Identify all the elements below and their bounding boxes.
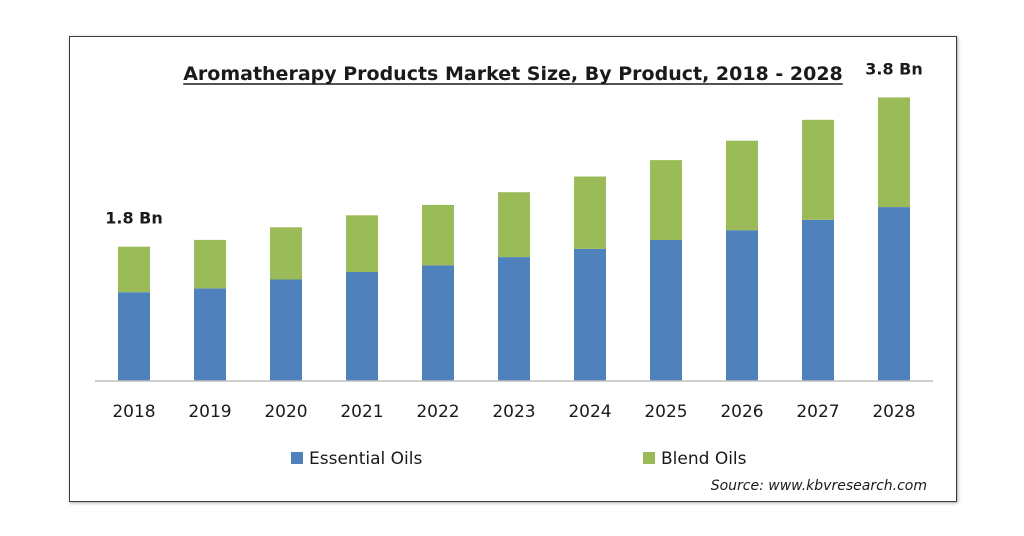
x-tick-labels: 2018 2019 2020 2021 2022 2023 2024 2025 2026 2027… xyxy=(112,402,915,422)
data-labels: 1.8 Bn 3.8 Bn xyxy=(105,59,923,227)
bar-essential-oils-2027 xyxy=(802,219,834,381)
bar-blend-oils-2026 xyxy=(726,140,758,231)
bar-blend-oils-2021 xyxy=(346,215,378,272)
bar-essential-oils-2026 xyxy=(726,230,758,381)
legend-label-blend-oils: Blend Oils xyxy=(661,449,747,469)
data-label-2018: 1.8 Bn xyxy=(105,209,163,228)
bar-essential-oils-2023 xyxy=(498,257,530,381)
x-tick-label-2020: 2020 xyxy=(264,402,307,422)
bar-blend-oils-2018 xyxy=(118,246,150,293)
data-label-2028: 3.8 Bn xyxy=(865,59,923,78)
legend-swatch-essential-oils xyxy=(291,452,303,464)
x-tick-label-2021: 2021 xyxy=(340,402,383,422)
chart-title: Aromatherapy Products Market Size, By Pr… xyxy=(183,63,843,85)
legend-swatch-blend-oils xyxy=(643,452,655,464)
bars-layer xyxy=(118,97,910,381)
bar-essential-oils-2028 xyxy=(878,207,910,381)
bar-blend-oils-2028 xyxy=(878,97,910,208)
bar-blend-oils-2027 xyxy=(802,119,834,220)
x-tick-label-2019: 2019 xyxy=(188,402,231,422)
bar-blend-oils-2023 xyxy=(498,192,530,258)
bar-essential-oils-2025 xyxy=(650,239,682,381)
bar-blend-oils-2024 xyxy=(574,176,606,249)
x-tick-label-2028: 2028 xyxy=(872,402,915,422)
bar-blend-oils-2020 xyxy=(270,227,302,280)
bar-blend-oils-2022 xyxy=(422,204,454,266)
bar-essential-oils-2018 xyxy=(118,292,150,381)
bar-essential-oils-2022 xyxy=(422,265,454,381)
x-tick-label-2027: 2027 xyxy=(796,402,839,422)
bar-blend-oils-2025 xyxy=(650,160,682,240)
bar-essential-oils-2024 xyxy=(574,248,606,381)
bar-essential-oils-2019 xyxy=(194,288,226,381)
legend-label-essential-oils: Essential Oils xyxy=(309,449,422,469)
bar-blend-oils-2019 xyxy=(194,239,226,289)
bar-essential-oils-2020 xyxy=(270,279,302,381)
x-tick-label-2026: 2026 xyxy=(720,402,763,422)
x-tick-label-2025: 2025 xyxy=(644,402,687,422)
x-tick-label-2023: 2023 xyxy=(492,402,535,422)
x-tick-label-2022: 2022 xyxy=(416,402,459,422)
x-tick-label-2024: 2024 xyxy=(568,402,611,422)
legend: Essential Oils Blend Oils xyxy=(291,449,747,469)
x-tick-label-2018: 2018 xyxy=(112,402,155,422)
bar-essential-oils-2021 xyxy=(346,272,378,381)
source-note: Source: www.kbvresearch.com xyxy=(711,478,927,494)
